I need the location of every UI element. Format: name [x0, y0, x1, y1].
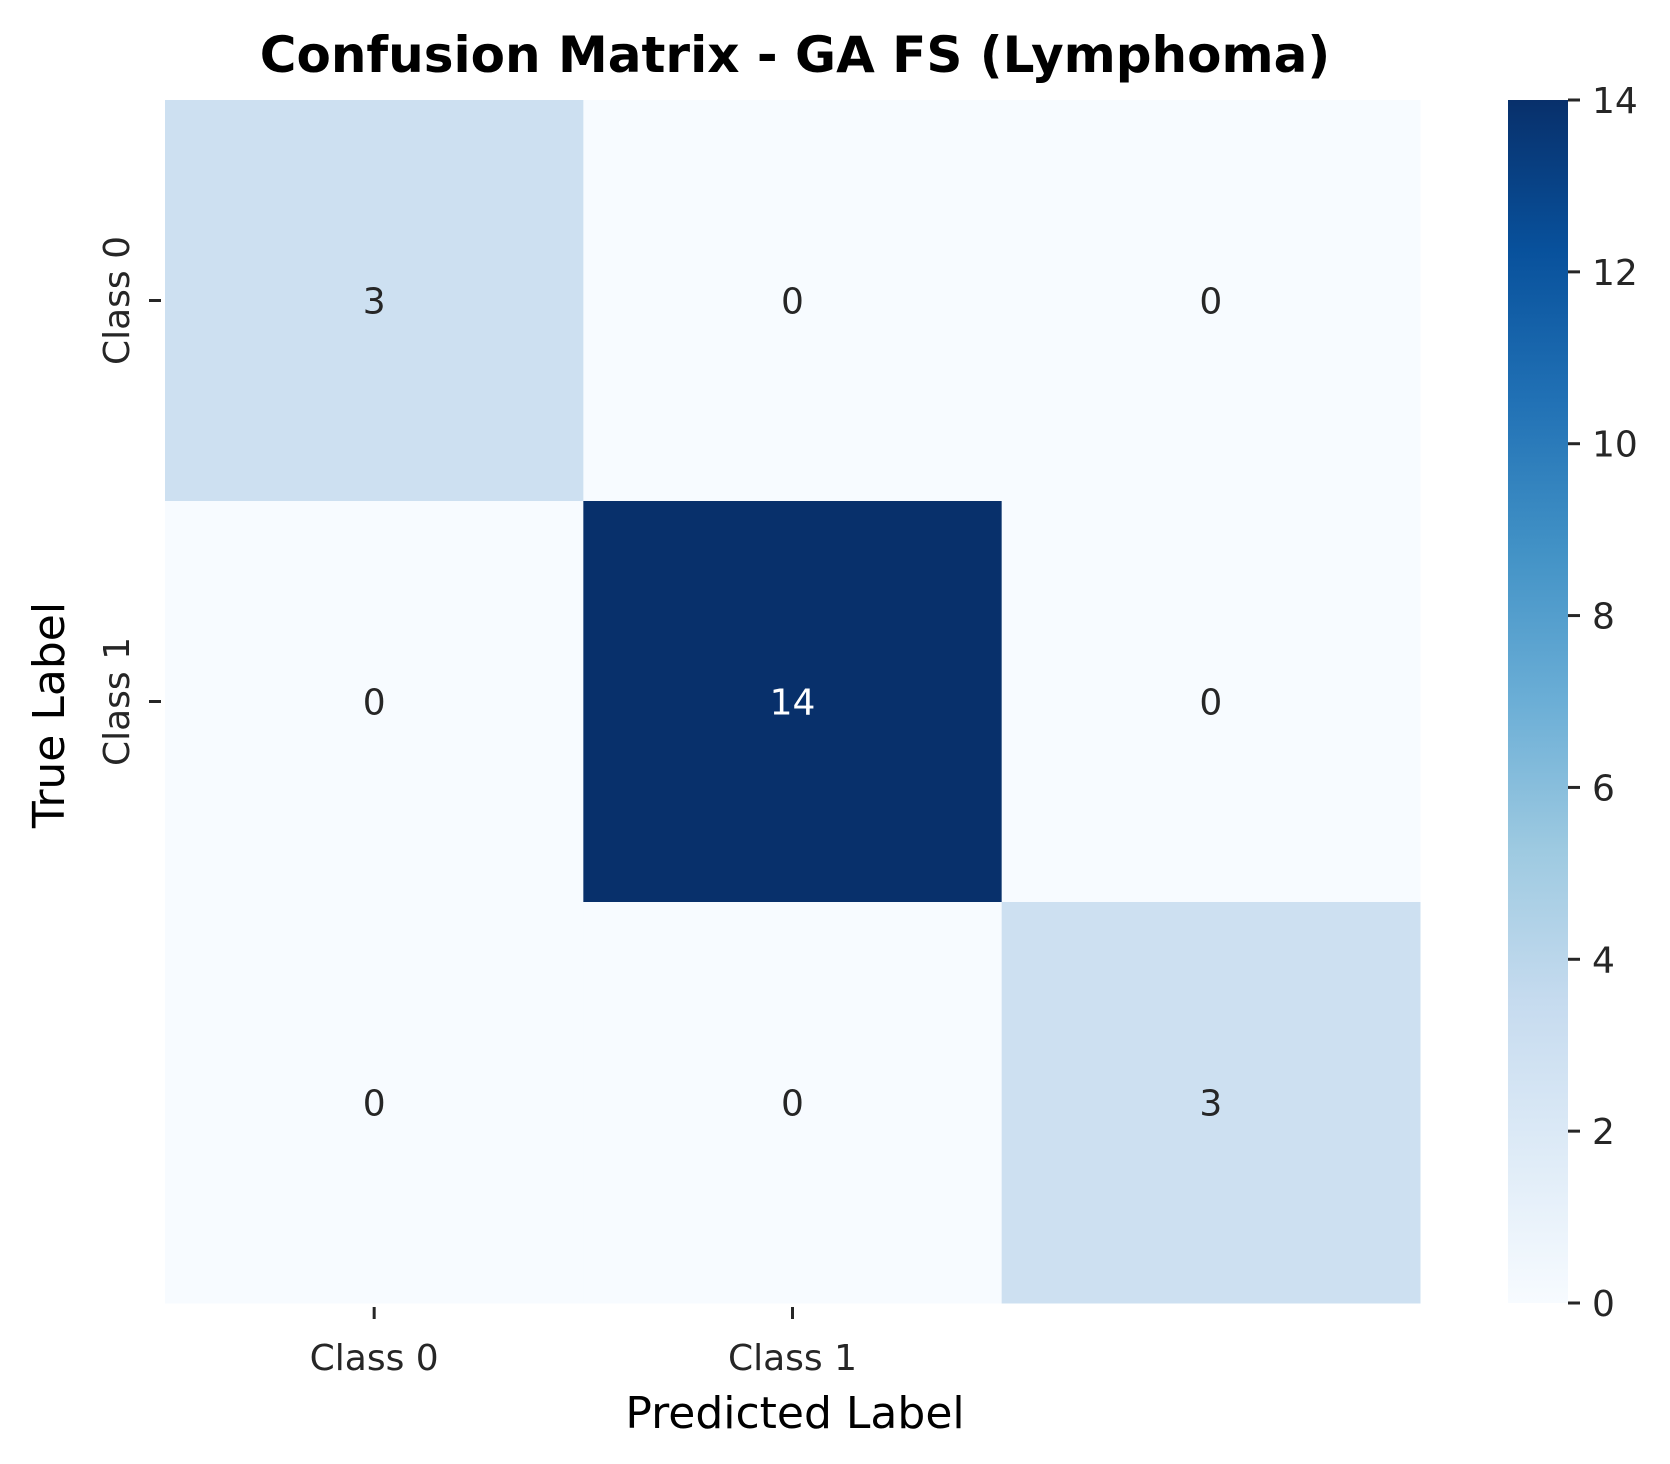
heatmap-cell-labels: 3 0 0 0 14 0 0 0 3: [363, 282, 1223, 1125]
heatmap-cell-label-r2-c1: 0: [781, 1084, 804, 1125]
colorbar-tick-label: 4: [1592, 940, 1615, 981]
heatmap-cell-r0-c1: [583, 100, 1003, 502]
colorbar-tick-label: 6: [1592, 768, 1615, 809]
heatmap-cell-label-r0-c2: 0: [1199, 282, 1222, 323]
colorbar-tick-label: 2: [1592, 1112, 1615, 1153]
y-tick-label: Class 0: [97, 236, 138, 365]
colorbar-tick-label: 14: [1592, 81, 1638, 122]
heatmap-cell-r2-c2: [1001, 902, 1421, 1304]
heatmap-cell-label-r1-c0: 0: [363, 683, 386, 724]
x-axis-ticks: Class 0 Class 1: [310, 1307, 857, 1379]
colorbar-tick-label: 12: [1592, 253, 1638, 294]
heatmap-cell-r0-c0: [165, 100, 584, 502]
heatmap-cell-label-r2-c2: 3: [1199, 1084, 1222, 1125]
y-tick-label: Class 1: [97, 637, 138, 766]
heatmap-cell-label-r1-c1: 14: [770, 683, 816, 724]
x-tick-label: Class 0: [310, 1338, 439, 1379]
heatmap-cell-label-r0-c0: 3: [363, 282, 386, 323]
heatmap-cell-label-r0-c1: 0: [781, 282, 804, 323]
heatmap-cell-r1-c1: [583, 501, 1003, 903]
heatmap-cells: [165, 100, 1421, 1304]
y-axis-title: True Label: [24, 602, 75, 829]
colorbar: [1508, 100, 1568, 1303]
chart-title: Confusion Matrix - GA FS (Lymphoma): [260, 26, 1330, 84]
colorbar-tick-label: 0: [1592, 1284, 1615, 1325]
x-axis-title: Predicted Label: [625, 1388, 964, 1439]
heatmap-cell-r1-c0: [165, 501, 584, 903]
colorbar-ticks: 0 2 4 6 8 10 12 14: [1568, 81, 1638, 1325]
colorbar-tick-label: 8: [1592, 597, 1615, 638]
heatmap-cell-r2-c0: [165, 902, 584, 1304]
heatmap-cell-r0-c2: [1001, 100, 1421, 502]
y-axis-ticks: Class 0 Class 1: [97, 236, 161, 766]
x-tick-label: Class 1: [728, 1338, 857, 1379]
heatmap-cell-r2-c1: [583, 902, 1003, 1304]
heatmap-cell-label-r1-c2: 0: [1199, 683, 1222, 724]
heatmap-cell-label-r2-c0: 0: [363, 1084, 386, 1125]
colorbar-tick-label: 10: [1592, 425, 1638, 466]
heatmap-cell-r1-c2: [1001, 501, 1421, 903]
